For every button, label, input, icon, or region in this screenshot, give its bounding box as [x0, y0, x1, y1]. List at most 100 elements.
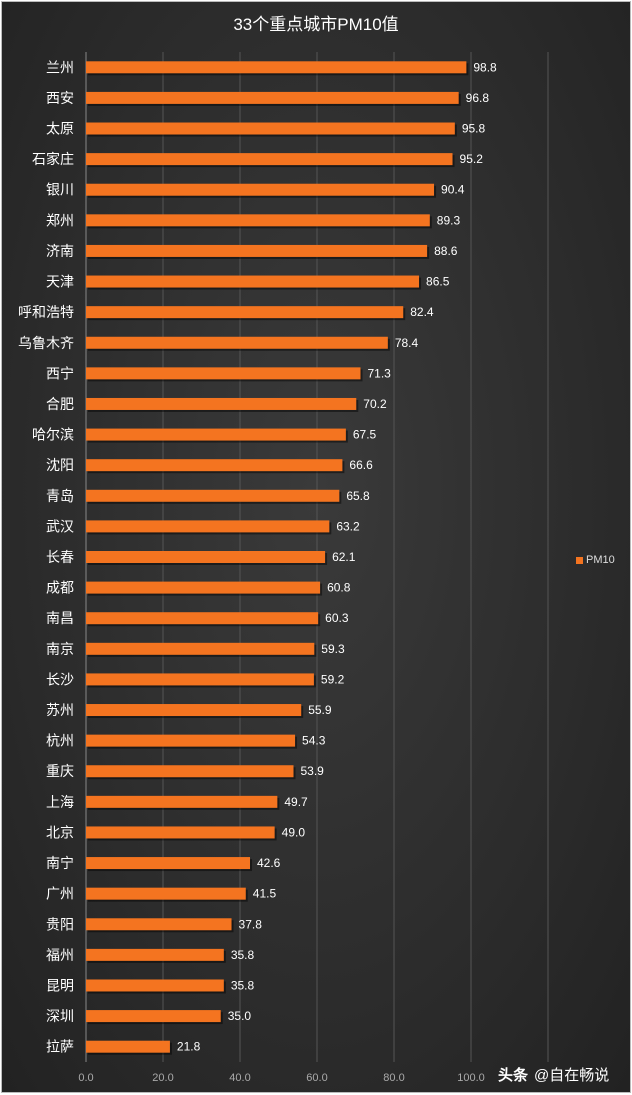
bar [86, 948, 224, 961]
bar [86, 122, 455, 135]
category-label: 石家庄 [32, 151, 74, 167]
bar [86, 826, 275, 839]
data-label: 96.8 [466, 91, 490, 105]
bar [86, 551, 326, 563]
bar [86, 979, 224, 992]
data-label: 86.5 [426, 275, 450, 289]
bar [86, 61, 467, 74]
category-label: 深圳 [46, 1008, 74, 1024]
x-tick-label: 0.0 [78, 1072, 93, 1084]
data-label: 35.8 [231, 948, 255, 962]
category-label: 苏州 [46, 702, 74, 718]
bar [86, 887, 246, 900]
bar [86, 428, 346, 441]
category-label: 上海 [46, 794, 74, 810]
bar [86, 612, 319, 625]
category-label: 武汉 [46, 518, 74, 534]
bar [86, 153, 453, 166]
bar [86, 520, 330, 533]
data-label: 49.0 [282, 825, 306, 839]
category-label: 长春 [46, 549, 74, 565]
data-label: 53.9 [301, 764, 325, 778]
data-label: 54.3 [302, 734, 326, 748]
bar [86, 795, 278, 808]
data-label: 95.2 [460, 152, 484, 166]
data-label: 49.7 [284, 795, 308, 809]
category-label: 郑州 [46, 212, 74, 228]
data-label: 98.8 [473, 60, 497, 74]
category-label: 济南 [46, 243, 74, 259]
legend-label: PM10 [586, 554, 615, 566]
category-label: 呼和浩特 [18, 304, 74, 320]
category-label: 昆明 [46, 977, 74, 993]
category-label: 西安 [46, 90, 74, 106]
category-label: 贵阳 [46, 916, 74, 932]
category-label: 哈尔滨 [32, 427, 74, 443]
bar [86, 734, 296, 747]
category-label: 重庆 [46, 763, 74, 779]
data-label: 88.6 [434, 244, 458, 258]
data-label: 55.9 [308, 703, 332, 717]
data-label: 42.6 [257, 856, 281, 870]
bar [86, 704, 302, 717]
category-label: 成都 [46, 580, 74, 596]
x-tick-label: 80.0 [383, 1072, 404, 1084]
category-label: 福州 [46, 947, 74, 963]
data-label: 59.3 [321, 642, 345, 656]
legend: PM10 [576, 554, 615, 566]
bar [86, 489, 340, 502]
category-label: 兰州 [46, 59, 74, 75]
category-label: 北京 [46, 824, 74, 840]
bar [86, 673, 314, 686]
data-label: 70.2 [363, 397, 387, 411]
data-label: 95.8 [462, 122, 486, 136]
data-label: 89.3 [437, 213, 461, 227]
data-label: 59.2 [321, 672, 345, 686]
category-label: 银川 [46, 182, 74, 198]
bar [86, 918, 232, 931]
category-label: 沈阳 [46, 457, 74, 473]
data-label: 67.5 [353, 428, 377, 442]
data-label: 78.4 [395, 336, 419, 350]
watermark-platform: 头条 [498, 1067, 529, 1084]
data-label: 35.8 [231, 978, 255, 992]
bar [86, 336, 388, 349]
bar [86, 244, 428, 257]
data-label: 35.0 [228, 1009, 252, 1023]
category-label: 太原 [46, 121, 74, 137]
category-label: 合肥 [46, 396, 74, 412]
category-label: 南昌 [46, 610, 74, 626]
bar [86, 1010, 221, 1023]
category-label: 乌鲁木齐 [18, 335, 74, 351]
bar [86, 275, 420, 288]
bar [86, 1040, 170, 1053]
bar [86, 581, 321, 594]
watermark-author: @自在畅说 [534, 1067, 610, 1084]
bar [86, 306, 404, 319]
category-label: 长沙 [46, 671, 74, 687]
category-label: 广州 [46, 886, 74, 902]
data-label: 82.4 [410, 305, 434, 319]
category-label: 南宁 [46, 855, 74, 871]
data-label: 90.4 [441, 183, 465, 197]
x-tick-label: 20.0 [152, 1072, 173, 1084]
data-label: 60.8 [327, 581, 351, 595]
bar [86, 765, 294, 778]
data-label: 65.8 [346, 489, 370, 503]
category-label: 杭州 [46, 733, 74, 749]
data-label: 21.8 [177, 1040, 201, 1054]
category-label: 天津 [46, 274, 74, 290]
bar [86, 857, 251, 870]
data-label: 71.3 [368, 366, 392, 380]
category-label: 拉萨 [46, 1039, 74, 1055]
data-label: 63.2 [336, 519, 360, 533]
bar [86, 397, 357, 410]
legend-swatch [576, 556, 583, 564]
bar [86, 183, 435, 196]
x-tick-label: 100.0 [457, 1072, 485, 1084]
bar [86, 642, 315, 655]
data-label: 60.3 [325, 611, 349, 625]
bar [86, 91, 459, 104]
